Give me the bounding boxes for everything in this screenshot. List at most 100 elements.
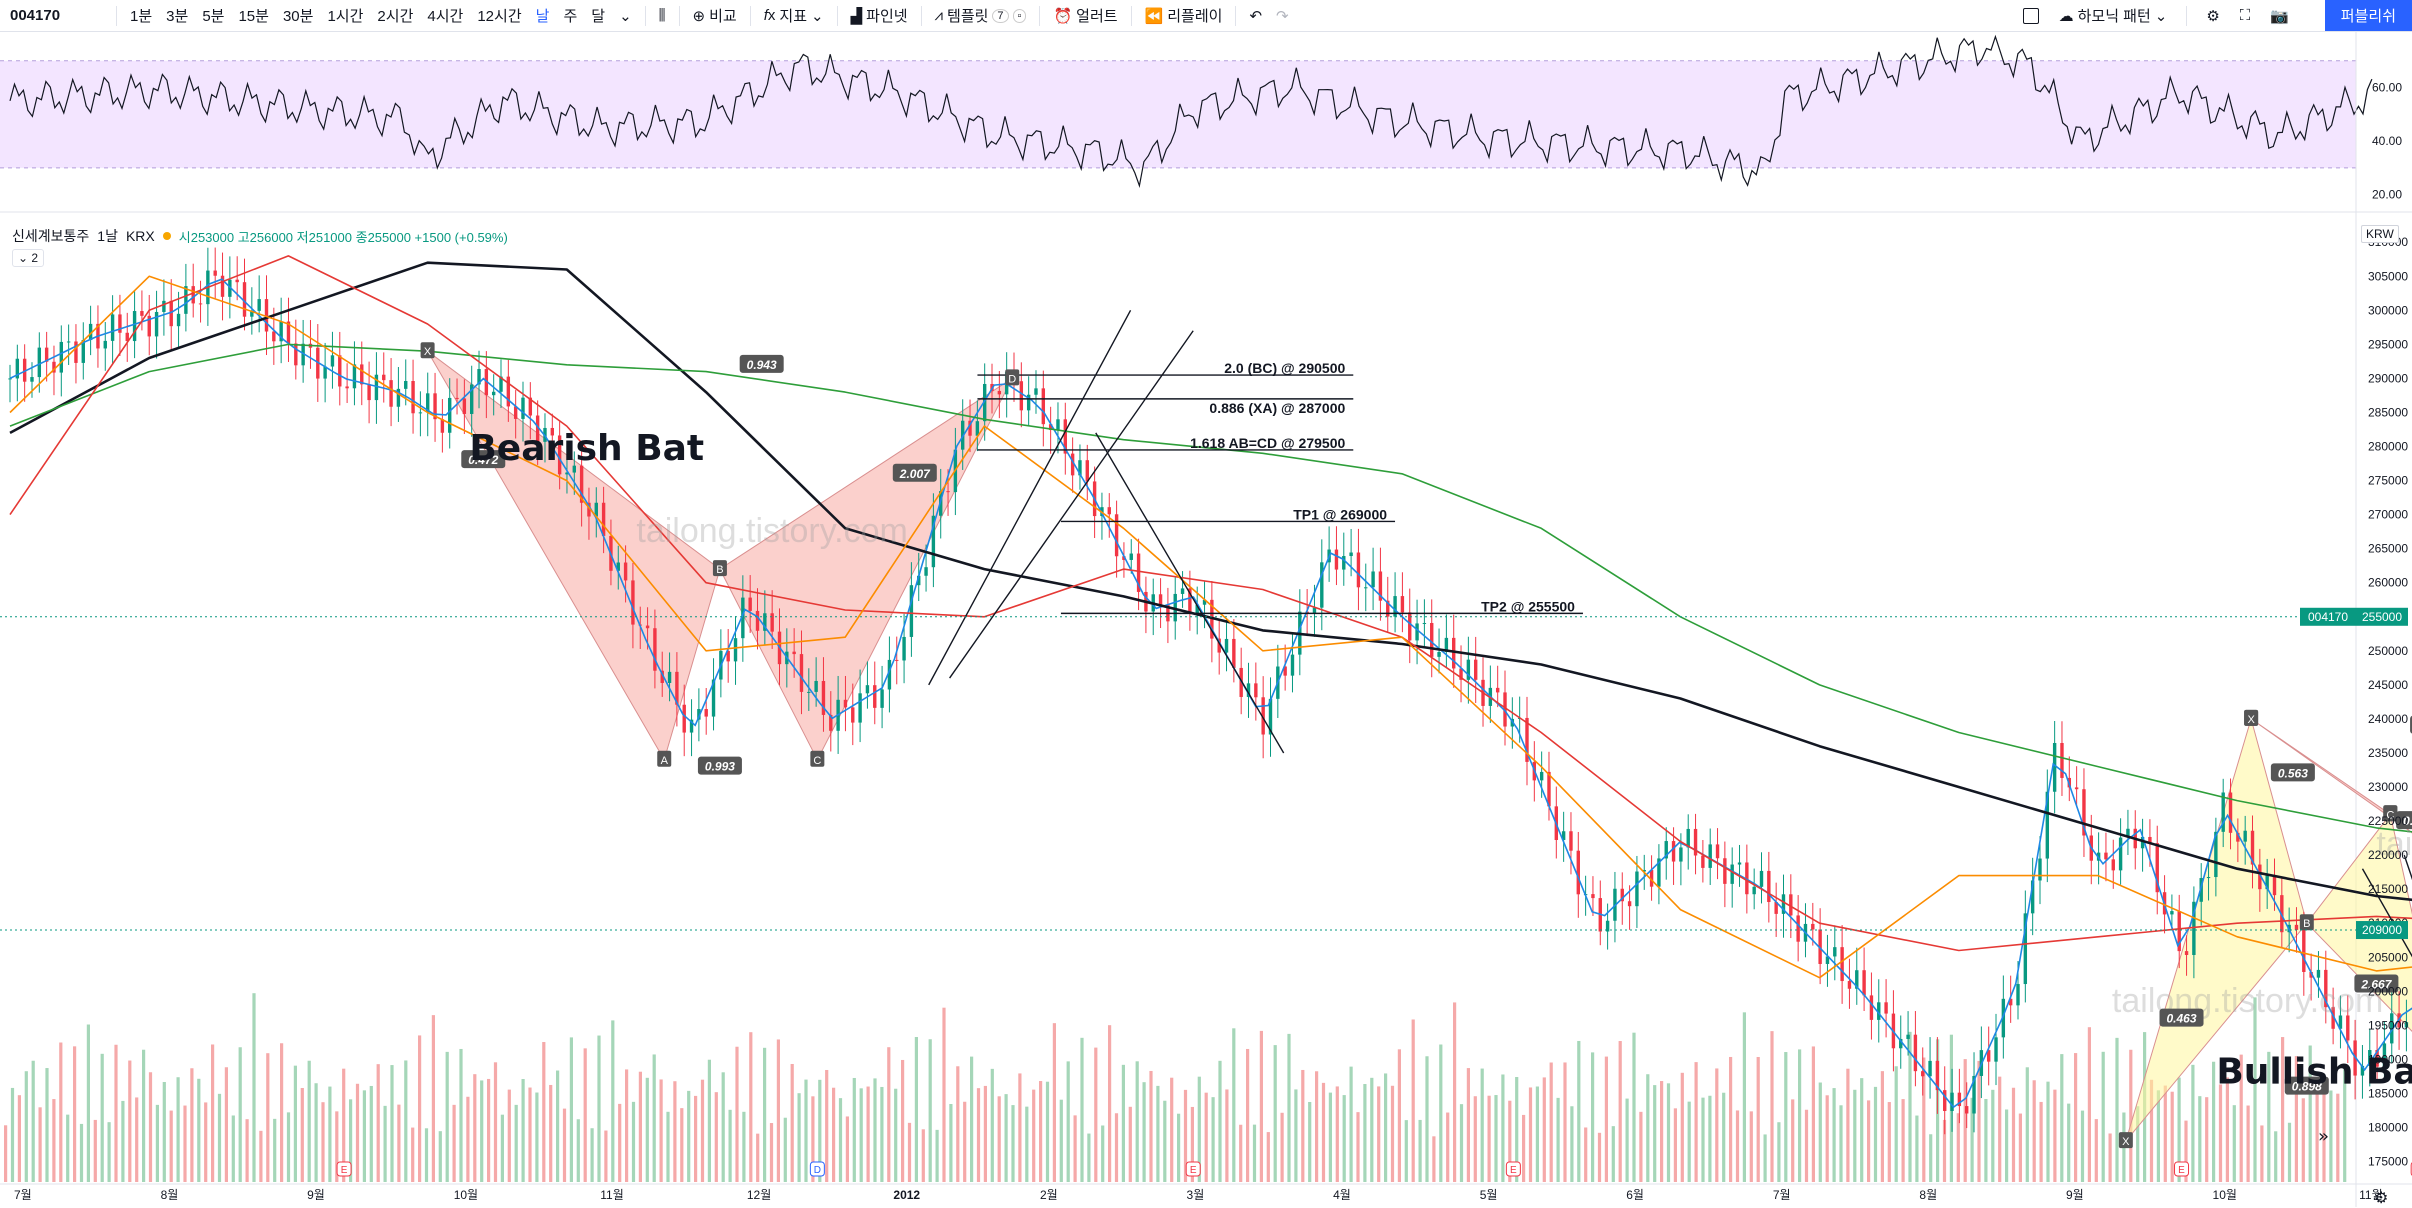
snapshot-button[interactable]: 📷 — [2263, 7, 2296, 25]
chart-canvas[interactable]: 60.00 40.00 20.00 2.0 (BC) @ 290500 0.886 (X… — [0, 32, 2412, 1207]
volume-bar — [804, 1079, 808, 1182]
volume-bar — [590, 1128, 594, 1182]
legend-collapse-toggle[interactable]: ⌄ 2 — [12, 249, 45, 267]
redo-button[interactable]: ↷ — [1269, 7, 1296, 25]
volume-bar — [1522, 1114, 1526, 1182]
candle-body — [110, 314, 115, 341]
volume-bar — [452, 1104, 456, 1182]
interval-11-button[interactable]: 달 — [591, 8, 606, 25]
volume-bar — [1853, 1089, 1857, 1182]
candle-body — [220, 275, 225, 297]
symbol-search[interactable]: 004170 — [10, 7, 61, 24]
toolbar-divider — [116, 5, 117, 26]
interval-10-button[interactable]: 주 — [563, 8, 578, 25]
compare-button[interactable]: ⊕ 비교 — [686, 5, 744, 26]
volume-bar — [1763, 1134, 1767, 1182]
volume-bar — [1556, 1097, 1560, 1182]
volume-bar — [487, 1078, 491, 1182]
interval-5-button[interactable]: 1시간 — [327, 8, 364, 25]
interval-6-button[interactable]: 2시간 — [377, 8, 414, 25]
candle-body — [2140, 836, 2145, 849]
candle-body — [132, 311, 137, 342]
candle-body — [2382, 1043, 2387, 1067]
candle-body — [1129, 553, 1133, 560]
harmonic-pattern-button[interactable]: ☁ 하모닉 패턴 ⌄ — [2052, 5, 2175, 26]
volume-bar — [1453, 1002, 1457, 1182]
interval-9-button[interactable]: 날 — [535, 8, 550, 25]
publish-button[interactable]: 퍼블리쉬 — [2324, 0, 2412, 31]
interval-3-button[interactable]: 15분 — [238, 8, 269, 25]
candle-body — [1400, 596, 1405, 613]
candle-body — [1957, 1092, 1962, 1107]
fullscreen-button[interactable]: ⛶ — [2233, 7, 2258, 24]
volume-bar — [1370, 1077, 1374, 1182]
interval-7-button[interactable]: 4시간 — [427, 8, 464, 25]
candle-body — [814, 680, 818, 692]
replay-button[interactable]: ⏪ 리플레이 — [1138, 5, 1230, 26]
candle-body — [1371, 571, 1375, 588]
pine-button[interactable]: ▟ 파인넷 — [844, 5, 915, 26]
volume-bar — [2308, 1045, 2312, 1182]
volume-bar — [176, 1077, 180, 1182]
volume-bar — [562, 1108, 567, 1182]
fullscreen-icon: ⛶ — [2239, 7, 2251, 24]
chart-type-button[interactable]: ⫼ — [652, 7, 673, 24]
interval-0-button[interactable]: 1분 — [130, 8, 153, 25]
legend-collapse-count: 2 — [31, 251, 39, 265]
volume-bar — [728, 1109, 732, 1182]
price-tick-label: 280000 — [2368, 440, 2408, 454]
candle-body — [1693, 828, 1698, 856]
candle-body — [345, 386, 349, 389]
interval-2-button[interactable]: 5분 — [202, 8, 225, 25]
candle-body — [711, 679, 716, 717]
interval-8-button[interactable]: 12시간 — [477, 8, 522, 25]
volume-bar — [2094, 1119, 2098, 1182]
camera-icon: 📷 — [2270, 7, 2289, 25]
candle-body — [1928, 1060, 1932, 1077]
volume-bar — [31, 1060, 35, 1182]
volume-bar — [859, 1088, 863, 1182]
candle-body — [235, 279, 239, 283]
undo-button[interactable]: ↶ — [1242, 7, 1269, 25]
candle-body — [858, 693, 862, 723]
alert-button[interactable]: ⏰ 얼러트 — [1046, 5, 1124, 26]
legend-symbol-name[interactable]: 신세계보통주 — [12, 228, 90, 244]
candle-body — [675, 671, 679, 705]
volume-bar — [880, 1086, 884, 1182]
volume-bar — [1287, 1033, 1291, 1182]
indicators-button[interactable]: fx 지표 ⌄ — [757, 5, 831, 26]
volume-bar — [431, 1015, 435, 1182]
volume-bar — [211, 1044, 215, 1182]
rsi-pane: 60.00 40.00 20.00 — [0, 34, 2402, 202]
volume-bar — [1922, 1057, 1926, 1182]
candle-body — [1796, 915, 1800, 942]
event-marker-box — [809, 1161, 825, 1177]
currency-selector[interactable]: KRW — [2361, 225, 2399, 243]
interval-4-button[interactable]: 30분 — [282, 8, 314, 25]
bullish-bat-point-label: B — [2303, 918, 2310, 930]
volume-bar — [2232, 1105, 2236, 1182]
volume-bar — [2005, 1109, 2009, 1182]
hotkey-icon: ▫ — [1012, 8, 1027, 23]
volume-bar — [335, 1111, 339, 1182]
candle-body — [2177, 911, 2181, 952]
templates-button[interactable]: ⩘ 템플릿 7 ▫ — [928, 5, 1034, 26]
interval-1-button[interactable]: 3분 — [166, 8, 189, 25]
volume-bar — [707, 1059, 711, 1182]
price-tick-label: 260000 — [2368, 576, 2408, 590]
time-tick-label: 11월 — [2359, 1188, 2383, 1202]
ma200-line — [9, 343, 2412, 833]
candle-body — [1393, 596, 1397, 617]
layout-button[interactable] — [2016, 7, 2046, 24]
candle-body — [1869, 995, 1874, 1020]
candle-body — [1356, 552, 1361, 588]
interval-dropdown-button[interactable]: ⌄ — [612, 7, 639, 25]
candle-body — [755, 610, 760, 631]
volume-bar — [1211, 1097, 1215, 1182]
candle-body — [1290, 654, 1295, 676]
candle-body — [616, 562, 620, 571]
chart-settings-icon[interactable]: ⚙ — [2374, 1190, 2389, 1207]
volume-bar — [866, 1086, 870, 1182]
volume-bar — [2018, 1113, 2022, 1182]
settings-button[interactable]: ⚙ — [2199, 7, 2226, 25]
